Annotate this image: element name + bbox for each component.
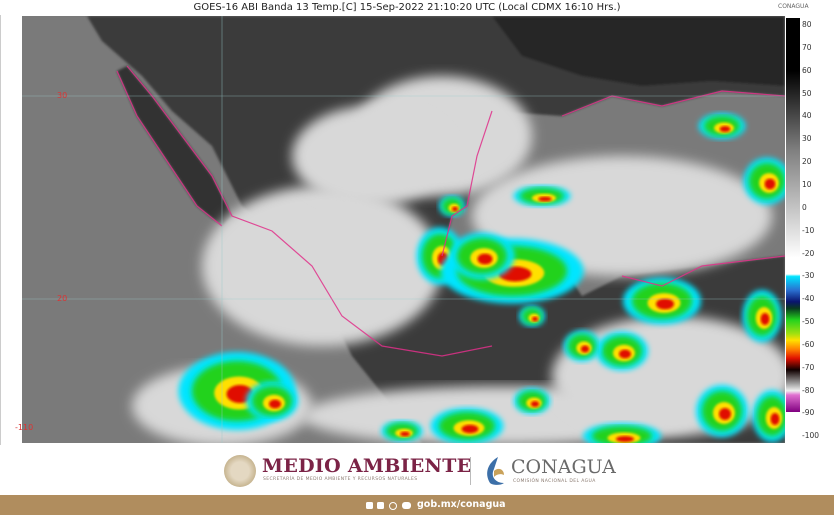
footer	[0, 445, 834, 495]
conagua-corner-logo: CONAGUA	[778, 3, 809, 10]
colorbar-tick-label: -100	[802, 431, 820, 441]
longitude-label: -110	[15, 423, 34, 432]
cloud-top	[719, 126, 731, 132]
colorbar-tick-label: -90	[802, 408, 815, 418]
colorbar-tick-label: 20	[802, 157, 812, 167]
image-frame	[0, 15, 834, 445]
colorbar-tick-label: 0	[802, 202, 807, 212]
cloud-top	[656, 298, 674, 310]
colorbar-tick-label: 50	[802, 88, 812, 98]
cloud-top	[292, 106, 452, 206]
colorbar-tick-label: 10	[802, 179, 812, 189]
cloud-top	[530, 401, 540, 407]
graticule	[22, 16, 785, 443]
cloud-top	[764, 178, 776, 190]
cloud-top	[532, 316, 538, 322]
cloud-top	[619, 349, 631, 359]
colorbar-tick-label: 70	[802, 42, 812, 52]
cloud-fields	[132, 76, 785, 443]
instagram-icon[interactable]	[389, 502, 397, 510]
facebook-icon[interactable]	[366, 502, 373, 509]
cloud-top	[760, 313, 770, 325]
colorbar	[786, 18, 800, 412]
colorbar-tick-label: -60	[802, 339, 815, 349]
colorbar-tick-label: 30	[802, 134, 812, 144]
divider	[470, 457, 471, 485]
cloud-top	[719, 408, 731, 420]
colorbar-tick-label: -80	[802, 385, 815, 395]
cloud-top	[477, 253, 493, 265]
colorbar-tick-label: -10	[802, 225, 815, 235]
cloud-top	[538, 196, 552, 202]
website-link[interactable]: gob.mx/conagua	[417, 499, 506, 510]
colorbar-tick-label: 40	[802, 111, 812, 121]
conagua-subtitle: COMISIÓN NACIONAL DEL AGUA	[513, 479, 596, 484]
cloud-top	[452, 206, 458, 212]
medio-ambiente-brand: MEDIO AMBIENTE	[262, 455, 472, 477]
cloud-top	[400, 431, 410, 437]
image-title: GOES-16 ABI Banda 13 Temp.[C] 15-Sep-202…	[0, 0, 834, 16]
colorbar-tick-label: -30	[802, 271, 815, 281]
youtube-icon[interactable]	[402, 502, 411, 509]
conagua-brand: CONAGUA	[511, 456, 616, 478]
cloud-top	[616, 436, 634, 442]
satellite-map	[22, 16, 785, 443]
latitude-label: 30	[57, 91, 68, 100]
cloud-top	[580, 345, 590, 353]
colorbar-tick-label: 60	[802, 65, 812, 75]
mexico-seal-logo	[224, 455, 256, 487]
conagua-logo-icon	[487, 457, 504, 485]
cloud-top	[461, 424, 479, 434]
title-text: GOES-16 ABI Banda 13 Temp.[C] 15-Sep-202…	[193, 2, 621, 13]
coastlines	[116, 65, 785, 357]
cloud-top	[202, 186, 442, 346]
medio-ambiente-subtitle: SECRETARÍA DE MEDIO AMBIENTE Y RECURSOS …	[263, 477, 418, 482]
colorbar-tick-label: -20	[802, 248, 815, 258]
cloud-top	[770, 413, 780, 425]
twitter-icon[interactable]	[377, 502, 384, 509]
cloud-top	[269, 399, 281, 409]
colorbar-tick-label: -50	[802, 317, 815, 327]
footer-band	[0, 495, 834, 515]
colorbar-tick-label: -70	[802, 362, 815, 372]
latitude-label: 20	[57, 294, 68, 303]
colorbar-tick-label: -40	[802, 294, 815, 304]
colorbar-tick-label: 80	[802, 20, 812, 29]
